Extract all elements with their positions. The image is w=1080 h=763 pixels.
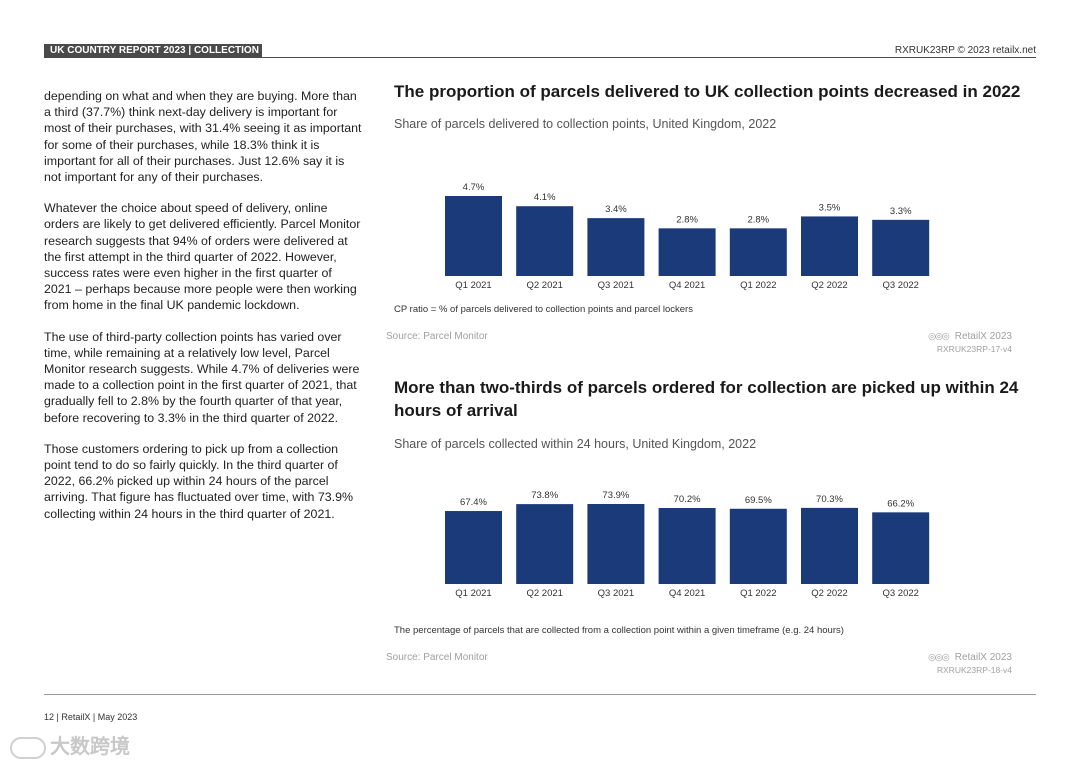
chart-2-bar bbox=[658, 508, 716, 584]
chart-1-category-label: Q2 2021 bbox=[526, 280, 562, 291]
chart-1-category-label: Q4 2021 bbox=[669, 280, 705, 291]
chart-1-subtitle: Share of parcels delivered to collection… bbox=[394, 117, 777, 131]
watermark-logo-icon bbox=[10, 736, 46, 759]
chart-2-value-label: 70.2% bbox=[674, 494, 701, 505]
chart-1-title: The proportion of parcels delivered to U… bbox=[394, 82, 1021, 101]
chart-2-source: Source: Parcel Monitor bbox=[386, 652, 488, 663]
body-paragraph-3: The use of third-party collection points… bbox=[44, 329, 360, 425]
footer-page-info: 12 | RetailX | May 2023 bbox=[44, 712, 138, 722]
chart-1-bar bbox=[658, 228, 716, 276]
chart-2-category-label: Q2 2022 bbox=[811, 588, 847, 599]
chart-2-note: The percentage of parcels that are colle… bbox=[394, 625, 844, 636]
chart-2-category-label: Q3 2021 bbox=[598, 588, 634, 599]
chart-2-value-label: 73.9% bbox=[602, 490, 629, 501]
chart-2-category-label: Q1 2022 bbox=[740, 588, 776, 599]
chart-1-value-label: 3.3% bbox=[890, 206, 912, 217]
chart-2-bar bbox=[872, 512, 930, 584]
body-text-column: depending on what and when they are buyi… bbox=[44, 88, 362, 537]
chart-1-bar bbox=[516, 206, 574, 276]
chart-2-brand-label: RetailX 2023 bbox=[954, 652, 1012, 663]
footer-divider bbox=[44, 694, 1036, 695]
watermark: 大数跨境 bbox=[10, 730, 130, 759]
chart-1-note: CP ratio = % of parcels delivered to col… bbox=[394, 304, 693, 315]
chart-2-subtitle: Share of parcels collected within 24 hou… bbox=[394, 437, 757, 451]
body-paragraph-2: Whatever the choice about speed of deliv… bbox=[44, 201, 361, 313]
chart-2-brand: ◎◎◎ RetailX 2023 RXRUK23RP-18-v4 bbox=[928, 651, 1012, 677]
chart-1-value-label: 2.8% bbox=[747, 214, 769, 225]
chart-1-value-label: 2.8% bbox=[676, 214, 698, 225]
chart-2-code: RXRUK23RP-18-v4 bbox=[936, 665, 1012, 675]
chart-2-value-label: 70.3% bbox=[816, 494, 843, 505]
chart-2-category-label: Q1 2021 bbox=[455, 588, 491, 599]
chart-collected-within-24h: More than two-thirds of parcels ordered … bbox=[386, 376, 1036, 676]
chart-collection-point-share: The proportion of parcels delivered to U… bbox=[386, 78, 1036, 358]
chart-1-value-label: 4.1% bbox=[534, 192, 556, 203]
chart-2-plot: 67.4% Q1 2021 73.8% Q2 2021 73.9% Q3 2021 70.2… bbox=[445, 490, 930, 599]
chart-1-category-label: Q3 2021 bbox=[598, 280, 634, 291]
chart-1-bar bbox=[587, 218, 645, 276]
chart-1-value-label: 3.4% bbox=[605, 204, 627, 215]
chart-2-bar bbox=[801, 507, 858, 584]
chart-1-value-label: 3.5% bbox=[819, 202, 841, 213]
chart-2-bar bbox=[587, 504, 645, 584]
chart-1-code: RXRUK23RP-17-v4 bbox=[936, 344, 1012, 354]
chart-2-bar bbox=[516, 504, 574, 584]
chart-1-category-label: Q2 2022 bbox=[811, 280, 847, 291]
chart-2-value-label: 66.2% bbox=[887, 498, 914, 509]
body-paragraph-1: depending on what and when they are buyi… bbox=[44, 89, 362, 185]
retailx-logo-icon: ◎◎◎ bbox=[928, 331, 950, 341]
chart-2-value-label: 67.4% bbox=[460, 497, 487, 508]
chart-2-category-label: Q2 2021 bbox=[526, 588, 562, 599]
chart-2-title: More than two-thirds of parcels ordered … bbox=[394, 378, 1019, 420]
watermark-text: 大数跨境 bbox=[50, 736, 130, 758]
chart-1-brand: ◎◎◎ RetailX 2023 RXRUK23RP-17-v4 bbox=[928, 330, 1012, 356]
chart-1-value-label: 4.7% bbox=[463, 182, 485, 193]
chart-1-bar bbox=[801, 216, 858, 276]
chart-2-category-label: Q3 2022 bbox=[882, 588, 918, 599]
chart-1-source: Source: Parcel Monitor bbox=[386, 331, 488, 342]
chart-2-bar bbox=[445, 511, 502, 584]
chart-1-bar bbox=[872, 219, 930, 276]
chart-1-category-label: Q1 2022 bbox=[740, 280, 776, 291]
header-copyright: RXRUK23RP © 2023 retailx.net bbox=[894, 45, 1036, 56]
chart-2-category-label: Q4 2021 bbox=[669, 588, 705, 599]
chart-1-brand-label: RetailX 2023 bbox=[954, 331, 1012, 342]
chart-1-category-label: Q1 2021 bbox=[455, 280, 491, 291]
retailx-logo-icon: ◎◎◎ bbox=[928, 652, 950, 662]
chart-2-value-label: 73.8% bbox=[531, 490, 558, 501]
header-divider bbox=[262, 57, 1036, 58]
body-paragraph-4: Those customers ordering to pick up from… bbox=[44, 441, 354, 521]
chart-2-value-label: 69.5% bbox=[745, 495, 772, 506]
chart-1-category-label: Q3 2022 bbox=[882, 280, 918, 291]
chart-1-bar bbox=[729, 228, 787, 276]
report-section-tag: UK COUNTRY REPORT 2023 | COLLECTION bbox=[44, 44, 262, 58]
chart-1-bar bbox=[445, 196, 502, 276]
chart-2-bar bbox=[729, 508, 787, 584]
chart-1-plot: 4.7% Q1 2021 4.1% Q2 2021 3.4% Q3 2021 2.8% Q4 … bbox=[445, 182, 930, 291]
